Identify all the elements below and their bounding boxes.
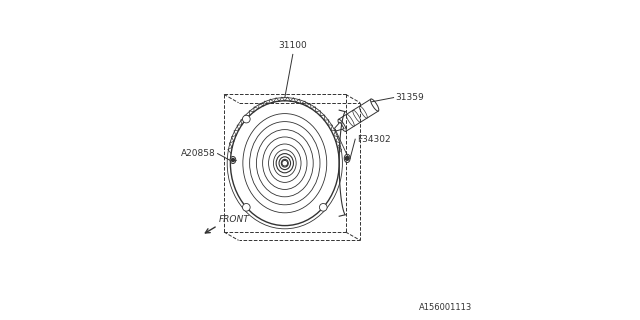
Text: FRONT: FRONT bbox=[219, 215, 250, 224]
Circle shape bbox=[282, 161, 287, 166]
Ellipse shape bbox=[230, 156, 236, 164]
Ellipse shape bbox=[371, 99, 379, 111]
Ellipse shape bbox=[344, 154, 350, 163]
Text: A156001113: A156001113 bbox=[419, 303, 472, 312]
Text: 31359: 31359 bbox=[396, 93, 424, 102]
Text: 31100: 31100 bbox=[278, 41, 307, 50]
Circle shape bbox=[243, 204, 250, 211]
Circle shape bbox=[243, 115, 250, 123]
Polygon shape bbox=[335, 122, 344, 131]
Circle shape bbox=[283, 162, 287, 165]
Circle shape bbox=[346, 156, 349, 160]
Circle shape bbox=[319, 204, 327, 211]
Text: A20858: A20858 bbox=[181, 149, 216, 158]
Text: F34302: F34302 bbox=[357, 135, 390, 144]
Circle shape bbox=[232, 158, 234, 162]
Ellipse shape bbox=[338, 119, 346, 132]
Polygon shape bbox=[339, 99, 378, 131]
